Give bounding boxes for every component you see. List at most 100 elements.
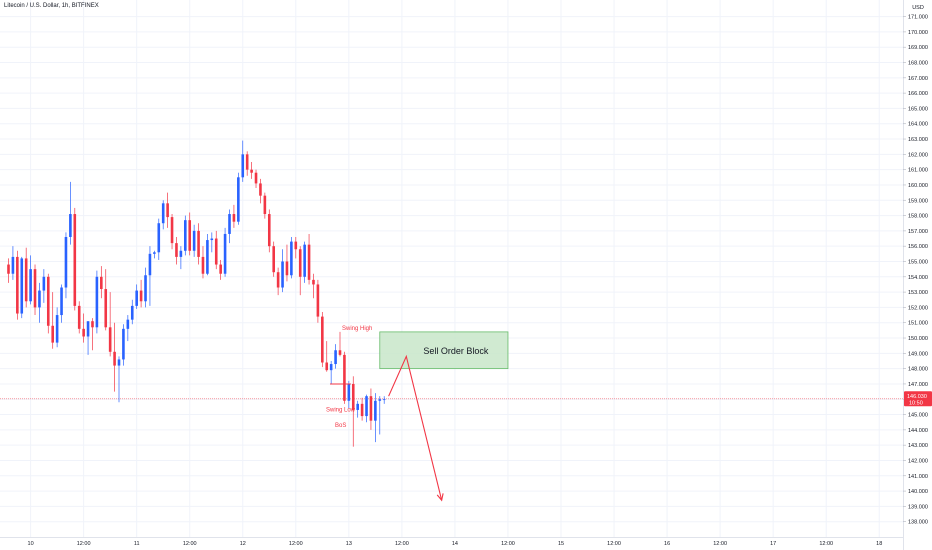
candle-body	[100, 276, 103, 290]
candle-body	[33, 269, 37, 308]
candle-down	[312, 273, 315, 299]
candle-up	[223, 227, 227, 277]
candle-down	[170, 214, 174, 250]
currency-label: USD	[912, 5, 924, 11]
candle-down	[267, 209, 271, 253]
candle-body	[210, 238, 214, 241]
candle-down	[307, 233, 311, 285]
order-block-rect	[379, 331, 509, 370]
time-tick-label: 16	[664, 541, 670, 547]
candle-down	[294, 237, 298, 259]
candle-down	[351, 376, 355, 447]
candle-up	[86, 321, 90, 355]
time-tick-label: 11	[134, 541, 140, 547]
candle-body	[148, 253, 152, 276]
candle-body	[343, 354, 346, 401]
price-tick-label: 163.000	[908, 137, 928, 143]
candle-down	[285, 244, 289, 282]
candle-body	[347, 383, 351, 401]
candle-up	[148, 246, 152, 306]
candle-body	[254, 172, 258, 184]
candle-body	[82, 328, 85, 337]
candle-down	[51, 292, 54, 349]
price-tick-label: 149.000	[908, 351, 928, 357]
candle-down	[338, 331, 342, 357]
candle-down	[82, 313, 85, 343]
price-tick-label: 156.000	[908, 244, 928, 250]
candle-down	[325, 341, 329, 372]
candle-up	[153, 250, 156, 259]
candle-down	[250, 162, 253, 179]
price-tick-label: 140.000	[908, 489, 928, 495]
price-axis[interactable]: USD 138.000 139.000 140.000 141.000 142.000 14…	[903, 0, 932, 550]
time-tick-label: 12:00	[395, 541, 409, 547]
price-tick-label: 169.000	[908, 45, 928, 51]
candle-down	[7, 258, 10, 283]
candle-up	[55, 307, 59, 348]
candle-body	[7, 264, 10, 274]
price-tick-label: 159.000	[908, 198, 928, 204]
candle-up	[356, 400, 359, 418]
candle-down	[100, 266, 103, 299]
candle-body	[338, 350, 342, 355]
candle-body	[214, 238, 218, 265]
candle-up	[95, 270, 99, 334]
candle-down	[343, 351, 346, 404]
candle-body	[272, 246, 275, 273]
sell-order-block-zone: Sell Order Block	[379, 331, 509, 370]
candle-body	[285, 261, 289, 276]
candle-up	[126, 315, 130, 342]
candle-body	[60, 287, 63, 316]
candle-body	[29, 269, 32, 302]
candle-up	[374, 393, 377, 443]
time-tick-label: 18	[876, 541, 882, 547]
candle-body	[259, 183, 262, 196]
price-tick-label: 158.000	[908, 214, 928, 220]
time-tick-label: 17	[770, 541, 776, 547]
price-tick-label: 150.000	[908, 336, 928, 342]
candle-body	[382, 399, 386, 401]
candle-body	[206, 240, 209, 274]
time-axis[interactable]: 10 12:00 11 12:00 12 12:00 13 12:00 14 12:00 15 12:…	[0, 537, 903, 548]
candle-body	[108, 327, 112, 352]
price-tick-label: 153.000	[908, 290, 928, 296]
candle-body	[329, 364, 333, 371]
candle-down	[139, 279, 143, 308]
candle-body	[307, 244, 311, 280]
candle-body	[86, 321, 90, 337]
swing-low-label: Swing Low	[326, 407, 356, 413]
price-tick-label: 164.000	[908, 122, 928, 128]
time-tick-label: 12:00	[607, 541, 621, 547]
time-tick-label: 12:00	[501, 541, 515, 547]
price-tick-label: 155.000	[908, 259, 928, 265]
candle-up	[303, 241, 306, 283]
candle-up	[206, 233, 209, 276]
candle-body	[232, 214, 236, 222]
candle-down	[201, 246, 205, 279]
candle-down	[369, 388, 373, 430]
candle-body	[290, 241, 293, 276]
grid-lines	[0, 0, 903, 537]
candle-down	[360, 397, 364, 421]
candle-down	[175, 237, 178, 265]
bar-countdown: 10:50	[909, 400, 923, 406]
candle-down	[77, 301, 81, 334]
candle-down	[16, 250, 19, 320]
candle-body	[351, 383, 355, 410]
candle-up	[161, 200, 165, 230]
candle-body	[197, 230, 200, 257]
candle-up	[378, 396, 382, 435]
candle-up	[60, 284, 63, 323]
candle-up	[365, 394, 368, 423]
candle-body	[122, 328, 125, 360]
candle-body	[201, 256, 205, 274]
price-tick-label: 168.000	[908, 61, 928, 67]
candle-up	[329, 360, 333, 384]
candle-body	[360, 403, 364, 417]
candle-up	[135, 284, 138, 309]
candle-up	[117, 356, 121, 403]
candle-body	[126, 319, 130, 329]
price-axis-background	[903, 0, 932, 550]
candle-up	[122, 324, 125, 366]
